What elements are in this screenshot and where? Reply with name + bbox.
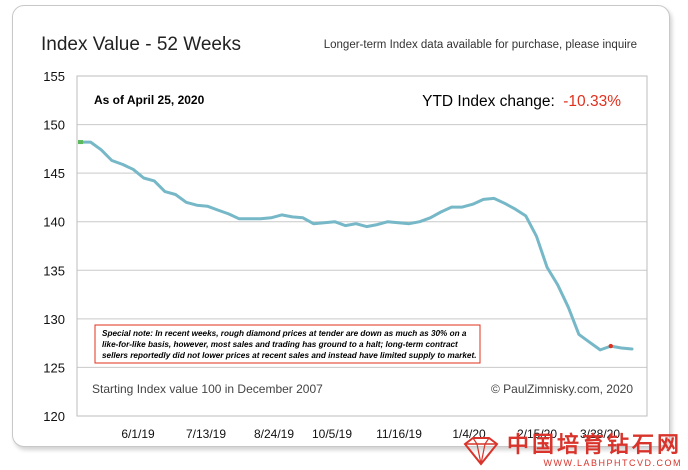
- y-tick-label: 135: [43, 263, 65, 278]
- ytd-marker: [608, 343, 613, 349]
- footer-starting-value: Starting Index value 100 in December 200…: [92, 382, 323, 396]
- y-tick-label: 125: [43, 360, 65, 375]
- ytd-value: -10.33%: [563, 93, 621, 110]
- x-tick-label: 11/16/19: [376, 427, 422, 441]
- chart-title: Index Value - 52 Weeks: [41, 34, 241, 55]
- x-tick-label: 6/1/19: [121, 427, 155, 441]
- ytd-label: YTD Index change:: [422, 93, 555, 110]
- endpoint-markers: [78, 140, 613, 349]
- watermark: 中国培育钻石网 WWW.LABHPHTCVD.COM: [463, 433, 682, 468]
- chart-card: Index Value - 52 Weeks Longer-term Index…: [12, 5, 670, 447]
- as-of-date: As of April 25, 2020: [94, 93, 205, 107]
- special-note-box: [94, 324, 481, 364]
- y-tick-label: 140: [43, 215, 65, 230]
- special-note-line-3: sellers reportedly did not lower prices …: [102, 351, 476, 360]
- special-note-line-2: like-for-like basis, however, most sales…: [102, 340, 458, 349]
- y-tick-label: 150: [43, 118, 65, 133]
- y-tick-label: 120: [43, 409, 65, 424]
- plot-border: [76, 75, 648, 417]
- ytd-change: YTD Index change: -10.33%: [422, 93, 621, 110]
- y-tick-label: 145: [43, 166, 65, 181]
- footer-copyright: © PaulZimnisky.com, 2020: [491, 382, 633, 396]
- y-axis: 155 150 145 140 135 130 125 120: [43, 69, 65, 424]
- x-tick-label: 3/28/20: [580, 427, 620, 441]
- index-value-line: [78, 140, 634, 352]
- x-tick-label: 7/13/19: [186, 427, 226, 441]
- x-tick-label: 10/5/19: [312, 427, 352, 441]
- line-chart: Index Value - 52 Weeks Longer-term Index…: [41, 34, 648, 441]
- x-axis: 6/1/19 7/13/19 8/24/19 10/5/19 11/16/19 1/4/2…: [121, 427, 620, 441]
- chart-subtitle: Longer-term Index data available for pur…: [324, 39, 637, 51]
- diamond-logo-icon: [463, 437, 499, 466]
- x-tick-label: 8/24/19: [254, 427, 294, 441]
- start-marker: [78, 140, 83, 145]
- x-tick-label: 2/15/20: [517, 427, 557, 441]
- watermark-url: WWW.LABHPHTCVD.COM: [543, 458, 682, 468]
- y-tick-label: 130: [43, 312, 65, 327]
- gridlines: [77, 124, 647, 368]
- watermark-text: 中国培育钻石网: [506, 433, 682, 458]
- special-note-line-1: Special note: In recent weeks, rough dia…: [102, 329, 467, 338]
- y-tick-label: 155: [43, 69, 65, 84]
